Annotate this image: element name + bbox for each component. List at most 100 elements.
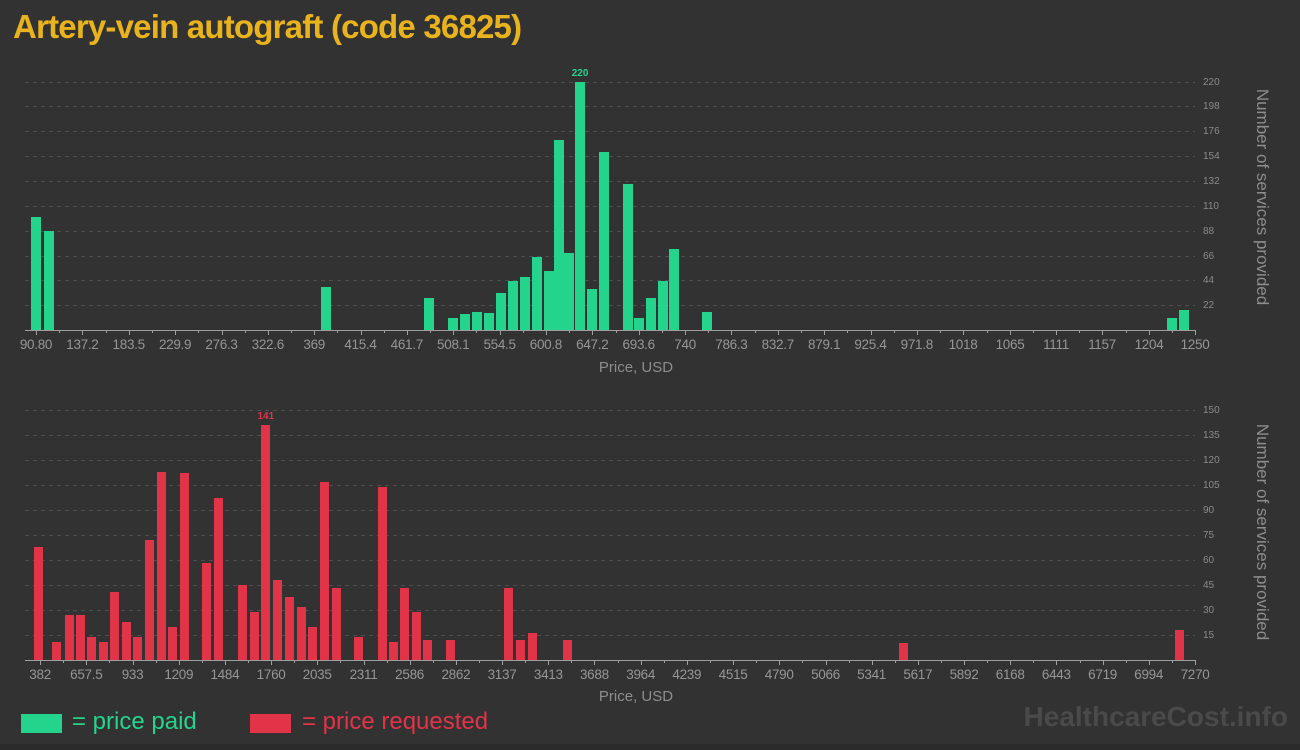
y-tick-label: 150 xyxy=(1203,405,1220,416)
bar xyxy=(284,596,294,660)
bar xyxy=(1175,630,1185,660)
x-tick-label: 1760 xyxy=(256,667,286,682)
x-tick xyxy=(640,660,642,665)
x-tick xyxy=(1149,330,1150,335)
bar xyxy=(121,621,131,660)
x-tick xyxy=(86,660,88,665)
x-tick xyxy=(363,660,365,665)
x-tick-label: 1111 xyxy=(1043,337,1069,352)
x-tick xyxy=(455,660,457,665)
bar xyxy=(321,287,332,330)
page-title: Artery-vein autograft (code 36825) xyxy=(13,8,522,45)
x-tick-label: 5892 xyxy=(949,667,979,682)
legend-label-paid: = price paid xyxy=(72,708,197,735)
x-minor-tick xyxy=(59,330,61,333)
x-tick-label: 276.3 xyxy=(205,337,238,352)
bar xyxy=(51,641,61,660)
bar xyxy=(599,151,610,330)
bar xyxy=(202,563,212,660)
x-tick-label: 461.7 xyxy=(390,337,424,352)
x-tick xyxy=(870,330,872,335)
x-tick-label: 1250 xyxy=(1180,337,1210,352)
gridline xyxy=(25,230,1195,232)
x-tick-label: 4515 xyxy=(718,667,748,682)
x-minor-tick xyxy=(1125,660,1127,663)
x-minor-tick xyxy=(105,330,107,333)
x-tick-label: 600.8 xyxy=(529,337,563,352)
x-tick xyxy=(178,660,180,665)
y-tick-label: 176 xyxy=(1203,126,1220,138)
x-tick-label: 322.6 xyxy=(251,337,285,352)
x-minor-tick xyxy=(337,330,339,333)
bar xyxy=(575,81,586,330)
bar xyxy=(389,641,399,660)
bar xyxy=(702,311,713,330)
x-minor-tick xyxy=(248,660,249,663)
x-minor-tick xyxy=(754,330,756,333)
x-tick-label: 1209 xyxy=(164,667,194,682)
x-minor-tick xyxy=(430,330,431,333)
x-tick xyxy=(545,330,547,335)
x-tick-label: 4790 xyxy=(764,667,794,682)
x-tick xyxy=(267,330,269,335)
x-tick-label: 1484 xyxy=(210,667,240,682)
x-tick xyxy=(224,660,226,665)
bar xyxy=(273,580,283,660)
bar xyxy=(646,298,657,330)
x-tick-label: 1157 xyxy=(1088,337,1116,352)
x-minor-tick xyxy=(109,660,111,663)
x-minor-tick xyxy=(383,330,385,333)
gridline xyxy=(25,535,1195,536)
x-tick xyxy=(1195,330,1196,335)
x-tick-label: 554.5 xyxy=(483,337,516,352)
x-minor-tick xyxy=(1079,330,1080,333)
x-tick-label: 879.1 xyxy=(808,337,841,352)
bar xyxy=(554,140,565,330)
bar xyxy=(237,585,247,660)
x-tick-label: 2862 xyxy=(441,667,471,682)
bar xyxy=(587,289,598,330)
bar xyxy=(520,276,531,330)
legend-label-requested: = price requested xyxy=(302,708,489,735)
bar xyxy=(508,281,519,330)
x-tick xyxy=(36,330,37,335)
y-tick-label: 90 xyxy=(1203,505,1215,516)
x-tick xyxy=(1148,660,1150,665)
bar xyxy=(423,640,433,660)
x-tick-label: 229.9 xyxy=(158,337,192,352)
y-tick-label: 30 xyxy=(1203,605,1215,616)
x-minor-tick xyxy=(198,330,200,333)
x-tick-label: 693.6 xyxy=(622,337,656,352)
x-minor-tick xyxy=(615,330,617,333)
x-tick xyxy=(731,330,733,335)
x-minor-tick xyxy=(1033,330,1034,333)
x-tick xyxy=(499,330,501,335)
bar xyxy=(515,640,525,660)
gridline xyxy=(25,560,1195,561)
x-minor-tick xyxy=(525,660,527,663)
x-minor-tick xyxy=(569,330,571,333)
x-tick-label: 6443 xyxy=(1041,667,1071,682)
bar xyxy=(296,606,306,660)
requested-histogram-plot: 15 30 45 60 75 90 105 120 135 150 141 382 657.5 933 12… xyxy=(25,405,1220,682)
x-tick-label: 90.80 xyxy=(19,337,53,352)
x-tick xyxy=(871,660,873,665)
bar xyxy=(634,317,645,330)
x-tick xyxy=(1195,660,1196,665)
x-tick xyxy=(175,330,177,335)
bar xyxy=(261,425,271,660)
x-minor-tick xyxy=(617,660,619,663)
bar xyxy=(562,640,572,660)
x-tick-label: 4239 xyxy=(672,667,702,682)
requested-x-axis-title: Price, USD xyxy=(598,688,674,705)
gridline xyxy=(25,255,1195,257)
bar xyxy=(564,253,575,330)
gridline xyxy=(25,460,1195,461)
bar xyxy=(87,636,97,660)
x-tick xyxy=(964,660,965,665)
legend-swatch-requested xyxy=(250,714,291,733)
bar xyxy=(448,317,459,330)
x-minor-tick xyxy=(939,330,941,333)
x-tick xyxy=(638,330,640,335)
bar xyxy=(669,248,680,330)
